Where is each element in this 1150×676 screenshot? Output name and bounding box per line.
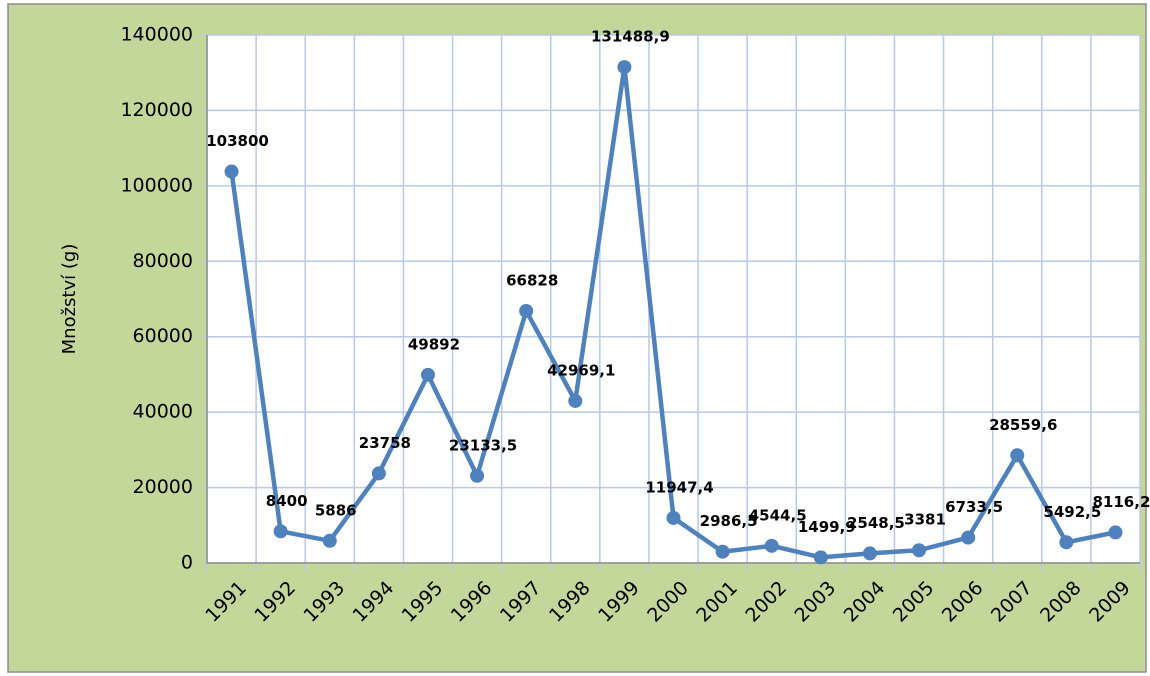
data-label: 5886 <box>315 501 357 519</box>
data-point <box>1059 535 1074 550</box>
y-tick-label: 100000 <box>120 174 193 196</box>
data-label: 23133,5 <box>449 436 517 454</box>
data-label: 66828 <box>506 271 558 289</box>
data-point <box>273 524 288 539</box>
data-label: 2548,5 <box>847 514 905 532</box>
data-point <box>519 303 534 318</box>
data-point <box>764 538 779 553</box>
data-label: 49892 <box>408 335 460 353</box>
plot-area <box>207 35 1140 563</box>
data-point <box>322 533 337 548</box>
data-point <box>617 60 632 75</box>
data-point <box>961 530 976 545</box>
y-tick-label: 140000 <box>120 24 193 46</box>
y-tick-label: 0 <box>181 552 193 574</box>
data-label: 5492,5 <box>1043 503 1101 521</box>
data-point <box>1108 525 1123 540</box>
y-tick-label: 40000 <box>133 401 193 423</box>
data-label: 8400 <box>266 492 308 510</box>
y-tick-label: 120000 <box>120 99 193 121</box>
data-point <box>666 510 681 525</box>
data-label: 11947,4 <box>645 478 713 496</box>
data-point <box>371 466 386 481</box>
data-point <box>568 393 583 408</box>
data-label: 28559,6 <box>989 416 1057 434</box>
data-point <box>1010 448 1025 463</box>
data-point <box>715 544 730 559</box>
data-label: 131488,9 <box>591 28 670 46</box>
y-tick-label: 20000 <box>133 476 193 498</box>
data-label: 23758 <box>359 434 411 452</box>
y-axis-label: Množství (g) <box>59 244 80 355</box>
data-label: 8116,2 <box>1093 493 1150 511</box>
data-point <box>813 550 828 565</box>
data-point <box>420 367 435 382</box>
data-label: 103800 <box>206 132 269 150</box>
data-point <box>862 546 877 561</box>
data-label: 2986,5 <box>700 512 758 530</box>
data-point <box>224 164 239 179</box>
data-point <box>912 543 927 558</box>
data-label: 6733,5 <box>945 498 1003 516</box>
data-label: 1499,9 <box>798 518 856 536</box>
data-label: 3381 <box>904 511 946 529</box>
y-tick-label: 80000 <box>133 250 193 272</box>
data-label: 42969,1 <box>547 361 615 379</box>
data-point <box>470 468 485 483</box>
y-tick-label: 60000 <box>133 325 193 347</box>
data-label: 4544,5 <box>749 506 807 524</box>
